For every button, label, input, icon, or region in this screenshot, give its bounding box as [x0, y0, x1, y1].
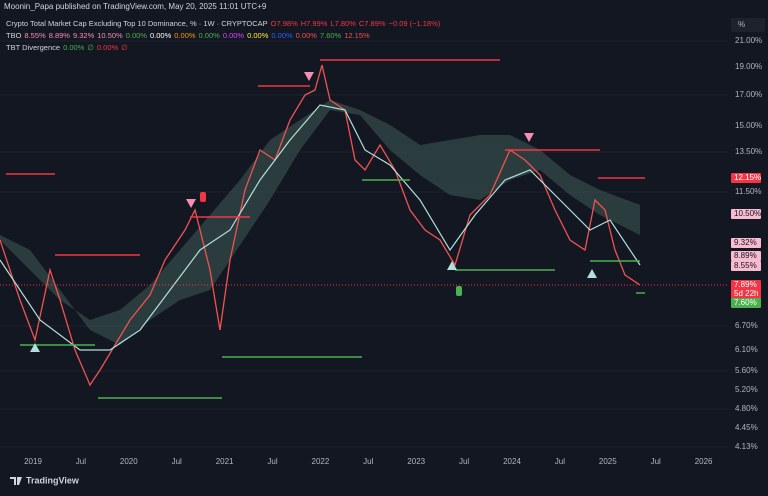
tbo-value: 10.50%	[97, 31, 123, 40]
tbo-value: 7.60%	[319, 31, 342, 40]
tbo-value: 0.00%	[247, 31, 269, 40]
price-label: 6.10%	[735, 345, 758, 354]
price-label: 5.20%	[735, 385, 758, 394]
tbo-value: 0.00%	[295, 31, 317, 40]
price-label: 21.00%	[735, 36, 762, 45]
tbo-name: TBO	[6, 31, 22, 40]
markers	[30, 72, 597, 352]
ohlc-value: C7.89%	[358, 19, 386, 28]
time-label: Jul	[555, 457, 565, 466]
price-label: 4.13%	[735, 442, 758, 451]
levels	[6, 59, 645, 399]
price-tag-label: 9.32%	[734, 238, 757, 247]
time-label: Jul	[172, 457, 182, 466]
price-line	[0, 64, 641, 387]
tbt-value: ∅	[87, 43, 94, 52]
time-label: 2021	[216, 457, 234, 466]
time-label: 2023	[407, 457, 425, 466]
price-tag	[731, 209, 761, 219]
ohlc-value: −0.09 (−1.18%)	[388, 19, 441, 28]
price-label: 13.50%	[735, 147, 762, 156]
tbo-value: 0.00%	[198, 31, 220, 40]
tbo-value: 12.15%	[344, 31, 370, 40]
price-label: 6.70%	[735, 321, 758, 330]
time-label: Jul	[363, 457, 373, 466]
tbt-value: 0.00%	[96, 43, 119, 52]
tbo-value: 8.89%	[48, 31, 70, 40]
price-tag-label: 7.60%	[734, 298, 757, 307]
ohlc-value: H7.99%	[300, 19, 328, 28]
grid	[0, 40, 728, 448]
time-label: Jul	[267, 457, 277, 466]
tbt-value: ∅	[121, 43, 128, 52]
cloud	[0, 100, 640, 345]
legend-row-1: Crypto Total Market Cap Excluding Top 10…	[6, 19, 446, 28]
price-tag-label: 8.55%	[734, 261, 757, 270]
time-label: 2024	[503, 457, 521, 466]
price-label: 4.80%	[735, 404, 758, 413]
price-tag	[731, 261, 761, 271]
moving-average	[0, 104, 641, 351]
price-tag	[731, 251, 761, 261]
time-label: 2019	[24, 457, 42, 466]
time-label: Jul	[76, 457, 86, 466]
tbo-value: 0.00%	[125, 31, 147, 40]
tbo-value: 9.32%	[72, 31, 95, 40]
symbol: Crypto Total Market Cap Excluding Top 10…	[6, 19, 268, 28]
tbo-value: 0.00%	[222, 31, 245, 40]
tbt-name: TBT Divergence	[6, 43, 61, 52]
scale-button[interactable]	[731, 18, 765, 32]
price-tag	[731, 238, 761, 248]
scale-button-label[interactable]: %	[738, 20, 745, 29]
price-label: 17.00%	[735, 90, 762, 99]
tbo-value: 0.00%	[271, 31, 293, 40]
tbo-value: 8.55%	[24, 31, 46, 40]
tbt-values: 0.00% ∅ 0.00% ∅	[63, 43, 131, 52]
time-label: 2022	[312, 457, 330, 466]
ohlc-value: O7.98%	[270, 19, 298, 28]
price-label: 15.00%	[735, 121, 762, 130]
tbo-value: 0.00%	[174, 31, 196, 40]
time-label: 2020	[120, 457, 138, 466]
price-tag-label: 12.15%	[734, 173, 761, 182]
time-label: 2026	[695, 457, 713, 466]
price-tag-label: 7.89%	[734, 280, 757, 289]
price-tag	[731, 173, 761, 183]
legend-row-2: TBO 8.55% 8.89% 9.32% 10.50% 0.00% 0.00% 0.00% 0…	[6, 31, 376, 40]
tbo-values: 8.55% 8.89% 9.32% 10.50% 0.00% 0.00% 0.00% 0.00…	[24, 31, 372, 40]
price-label: 19.00%	[735, 62, 762, 71]
footer-bar	[0, 466, 768, 491]
legend-row-3: TBT Divergence 0.00% ∅ 0.00% ∅	[6, 43, 134, 52]
time-label: Jul	[459, 457, 469, 466]
price-tag-label: 8.89%	[734, 251, 757, 260]
price-label: 4.45%	[735, 423, 758, 432]
tbo-value: 0.00%	[149, 31, 172, 40]
price-tag	[731, 280, 761, 290]
price-label: 5.60%	[735, 366, 758, 375]
tbt-value: 0.00%	[63, 43, 85, 52]
price-tag	[731, 289, 761, 299]
publisher: Moonin_Papa published on TradingView.com…	[4, 2, 267, 11]
price-tag	[731, 298, 761, 308]
axes: 21.00% 19.00% 17.00% 15.00% 13.50% 11.50% 6.70…	[24, 36, 762, 466]
price-tag-label: 10.50%	[734, 209, 761, 218]
ohlc: O7.98% H7.99% L7.80% C7.89% −0.09 (−1.18%)	[271, 19, 444, 28]
time-label: 2025	[599, 457, 617, 466]
brand: TradingView	[26, 475, 80, 485]
ohlc-value: L7.80%	[330, 19, 356, 28]
price-label: 11.50%	[735, 187, 762, 196]
time-label: Jul	[651, 457, 661, 466]
price-tag-label: 5d 22h	[734, 289, 758, 298]
logo	[10, 477, 22, 485]
